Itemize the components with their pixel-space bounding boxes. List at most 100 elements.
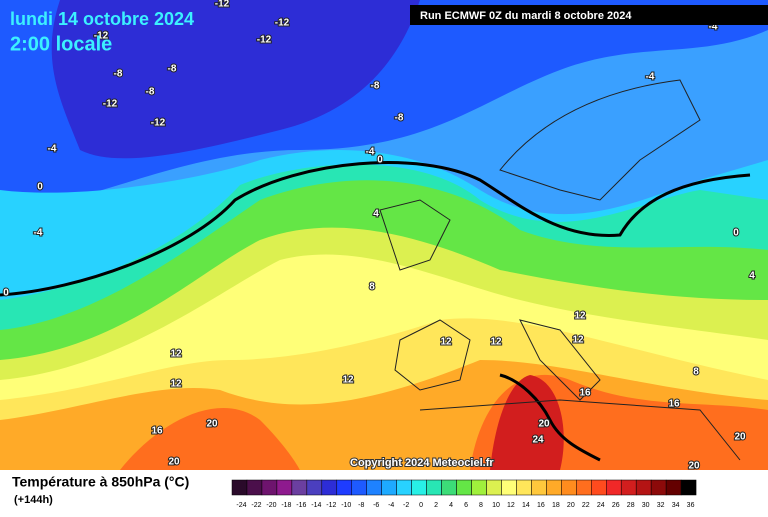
colorbar-label: 16 [537,502,545,509]
contour-label: 12 [342,375,354,386]
color-swatch [336,479,353,496]
contour-label: -8 [114,69,123,80]
color-swatch [561,479,577,496]
colorbar-label: -16 [296,502,306,509]
contour-label: -4 [646,72,655,83]
colorbar-label: -8 [358,502,364,509]
color-swatch [546,479,562,496]
color-swatch [306,479,323,496]
contour-label: -12 [103,99,118,110]
contour-label: 12 [490,337,502,348]
colorbar: -24 -22 -20 -18 -16 -14 -12 -10 -8 -6 -4 -2 0 2 4 6 8 10 1… [231,479,697,509]
contour-label: -8 [371,81,380,92]
colorbar-label: 10 [492,502,500,509]
contour-label: 0 [377,155,383,166]
colorbar-label: -4 [388,502,394,509]
color-swatch [321,479,338,496]
colorbar-label: 20 [567,502,575,509]
colorbar-label: -12 [326,502,336,509]
run-box [410,5,768,25]
colorbar-label: -18 [281,502,291,509]
colorbar-label: -10 [341,502,351,509]
color-swatch [261,479,278,496]
color-swatch [411,479,427,496]
colorbar-label: 32 [657,502,665,509]
color-swatch [606,479,622,496]
run-info: Run ECMWF 0Z du mardi 8 octobre 2024 [420,10,632,22]
contour-label: 20 [206,419,218,430]
colorbar-label: -14 [311,502,321,509]
color-swatch [620,479,637,496]
color-swatch [635,479,652,496]
colorbar-label: 6 [464,502,468,509]
contour-label: -4 [709,22,718,33]
colorbar-label: 2 [434,502,438,509]
colorbar-label: 0 [419,502,423,509]
contour-label: 8 [693,367,699,378]
color-swatch [576,479,592,496]
map-title: lundi 14 octobre 2024 [10,9,194,29]
color-swatch [501,479,517,496]
colorbar-label: 12 [507,502,515,509]
colorbar-label: -2 [403,502,409,509]
colorbar-label: 30 [642,502,650,509]
map-background [0,0,768,470]
color-swatch [276,479,293,496]
contour-label: 12 [572,335,584,346]
contour-label: 20 [538,419,550,430]
color-swatch [591,479,607,496]
contour-label: 16 [668,399,680,410]
color-swatch [531,479,547,496]
copyright: Copyright 2024 Meteociel.fr [350,457,494,469]
contour-label: -12 [257,35,272,46]
color-swatch [426,479,442,496]
colorbar-label: -24 [236,502,246,509]
color-swatch [231,479,248,496]
contour-label: -4 [34,228,43,239]
legend-title: Température à 850hPa (°C) [12,474,189,490]
color-swatch [441,479,457,496]
colorbar-label: 28 [627,502,635,509]
contour-label: 12 [170,379,182,390]
contour-label: 16 [579,388,591,399]
contour-label: -8 [395,113,404,124]
color-swatch [516,479,532,496]
colorbar-label: 18 [552,502,560,509]
contour-label: 20 [688,461,700,472]
contour-label: -12 [215,0,230,10]
colorbar-label: 8 [479,502,483,509]
contour-label: 0 [733,228,739,239]
colorbar-label: 26 [612,502,620,509]
colorbar-label: -6 [373,502,379,509]
contour-label: -8 [168,64,177,75]
contour-label: -12 [275,18,290,29]
colorbar-label: 4 [449,502,453,509]
colorbar-label: 34 [672,502,680,509]
contour-label: 0 [3,288,9,299]
contour-label: -12 [151,118,166,129]
lead-time: (+144h) [14,494,53,506]
contour-label: 0 [37,182,43,193]
colorbar-label: 22 [582,502,590,509]
color-swatch [246,479,263,496]
contour-label: 4 [749,271,755,282]
contour-label: 8 [369,282,375,293]
colorbar-label: -20 [266,502,276,509]
color-swatch [381,479,397,496]
contour-labels: -12-12-12-12-8 -8-8-12-12-8-8-4 -400-4048-… [2,0,756,473]
color-swatch [366,479,382,496]
color-swatch [351,479,367,496]
colorbar-label: -22 [251,502,261,509]
contour-label: 20 [168,457,180,468]
contour-label: -8 [146,87,155,98]
contour-label: 16 [151,426,163,437]
color-swatch [486,479,502,496]
contour-label: 12 [440,337,452,348]
contour-label: 24 [532,435,544,446]
contour-label: 4 [373,209,379,220]
map-subtitle: 2:00 locale [10,33,112,55]
color-swatch [471,479,487,496]
contour-label: 12 [574,311,586,322]
